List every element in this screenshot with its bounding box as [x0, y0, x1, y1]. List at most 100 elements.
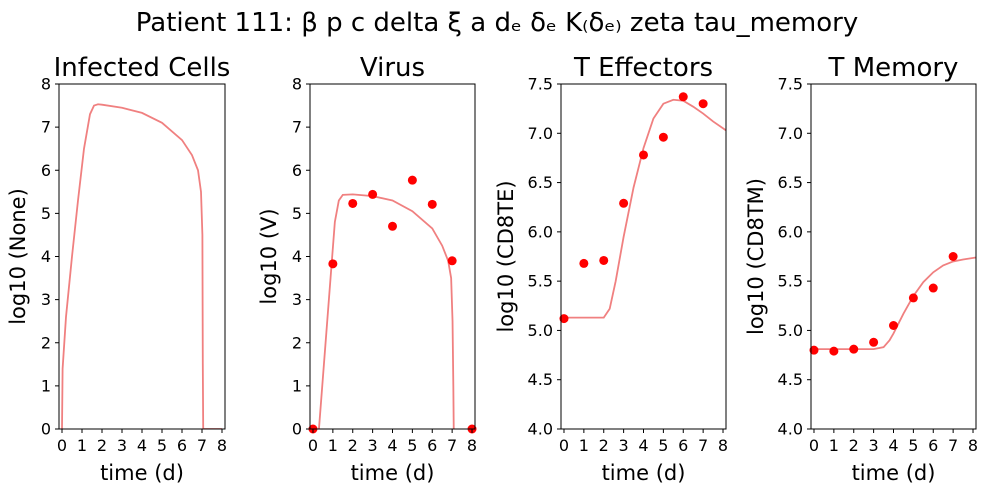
y-tick-label: 1: [292, 376, 302, 395]
x-tick-label: 7: [197, 436, 207, 455]
x-tick-label: 8: [217, 436, 227, 455]
y-tick-label: 4.5: [528, 370, 553, 389]
data-point: [678, 92, 688, 102]
data-point: [559, 314, 569, 324]
x-tick-label: 0: [809, 436, 819, 455]
y-tick-label: 0: [41, 420, 51, 439]
x-tick-label: 4: [638, 436, 648, 455]
model-line: [811, 256, 976, 351]
y-tick-label: 4.0: [528, 420, 553, 439]
data-point: [447, 256, 457, 266]
y-tick-label: 6.0: [778, 222, 803, 241]
data-point: [328, 259, 338, 269]
x-tick-label: 5: [658, 436, 668, 455]
y-tick-label: 4: [41, 247, 51, 266]
x-tick-label: 5: [407, 436, 417, 455]
y-tick-label: 4: [292, 247, 302, 266]
y-tick-label: 5.5: [778, 272, 803, 291]
y-axis-label: log10 (CD8TE): [494, 180, 518, 332]
y-tick-label: 6: [41, 161, 51, 180]
y-tick-label: 3: [41, 290, 51, 309]
y-tick-label: 3: [292, 290, 302, 309]
data-point: [619, 198, 629, 208]
x-tick-label: 6: [928, 436, 938, 455]
y-tick-label: 8: [41, 75, 51, 94]
y-tick-label: 5: [41, 204, 51, 223]
x-tick-label: 3: [117, 436, 127, 455]
y-tick-label: 5.5: [528, 272, 553, 291]
x-tick-label: 5: [157, 436, 167, 455]
y-tick-label: 7.0: [528, 124, 553, 143]
data-point: [829, 346, 839, 356]
plot-frame: [560, 83, 727, 430]
x-tick-label: 1: [328, 436, 338, 455]
data-point: [599, 255, 609, 265]
x-tick-label: 7: [948, 436, 958, 455]
y-tick-label: 7: [41, 118, 51, 137]
x-tick-label: 0: [559, 436, 569, 455]
x-tick-label: 7: [447, 436, 457, 455]
data-point: [928, 283, 938, 293]
y-axis-label: log10 (CD8TM): [744, 178, 768, 335]
x-tick-label: 5: [908, 436, 918, 455]
data-point: [427, 199, 437, 209]
y-tick-label: 1: [41, 376, 51, 395]
y-tick-label: 4.5: [778, 370, 803, 389]
data-point: [348, 198, 358, 208]
data-point: [908, 293, 918, 303]
x-tick-label: 6: [177, 436, 187, 455]
x-axis-label: time (d): [852, 461, 936, 485]
y-tick-label: 5.0: [778, 321, 803, 340]
x-tick-label: 2: [348, 436, 358, 455]
x-tick-label: 2: [599, 436, 609, 455]
x-tick-label: 4: [888, 436, 898, 455]
y-tick-label: 6: [292, 161, 302, 180]
y-tick-label: 7: [292, 118, 302, 137]
subplot-3: 0 1 2 3 4 5 6 7 8 4.0 4.5 5.0 5.5 6.0 6.5 7.0 7.5 T Effec…: [494, 53, 728, 485]
model-line: [61, 103, 222, 429]
x-tick-label: 2: [849, 436, 859, 455]
plot-frame: [58, 83, 226, 430]
data-point: [869, 337, 879, 347]
data-point: [948, 252, 958, 261]
data-point: [809, 345, 819, 355]
plot-frame: [309, 83, 476, 430]
y-tick-label: 0: [292, 420, 302, 439]
subplot-4: 0 1 2 3 4 5 6 7 8 4.0 4.5 5.0 5.5 6.0 6.5 7.0 7.5 T Memor…: [744, 53, 978, 485]
x-tick-label: 7: [698, 436, 708, 455]
y-tick-label: 7.0: [778, 124, 803, 143]
x-tick-label: 8: [718, 436, 728, 455]
x-tick-label: 6: [678, 436, 688, 455]
data-point: [698, 99, 708, 109]
x-tick-label: 3: [368, 436, 378, 455]
y-axis-label: log10 (None): [6, 188, 30, 325]
subplot-title: T Memory: [828, 53, 959, 83]
y-tick-label: 8: [292, 75, 302, 94]
x-tick-label: 3: [619, 436, 629, 455]
y-tick-label: 7.5: [528, 75, 553, 94]
x-tick-label: 1: [77, 436, 87, 455]
x-tick-label: 0: [57, 436, 67, 455]
y-tick-label: 7.5: [778, 75, 803, 94]
model-line: [318, 193, 455, 429]
y-tick-label: 6.5: [778, 173, 803, 192]
model-line: [561, 98, 726, 319]
x-tick-label: 1: [829, 436, 839, 455]
x-axis-label: time (d): [602, 461, 686, 485]
subplot-title: Infected Cells: [54, 53, 231, 83]
data-point: [889, 321, 898, 330]
subplot-title: Virus: [360, 53, 425, 83]
data-point: [639, 150, 648, 160]
x-tick-label: 4: [387, 436, 397, 455]
data-point: [407, 175, 417, 185]
y-tick-label: 2: [41, 333, 51, 352]
x-tick-label: 8: [467, 436, 477, 455]
data-point: [658, 132, 668, 142]
y-tick-label: 6.5: [528, 173, 553, 192]
x-tick-label: 2: [97, 436, 107, 455]
x-axis-label: time (d): [351, 461, 435, 485]
data-point: [849, 344, 859, 354]
